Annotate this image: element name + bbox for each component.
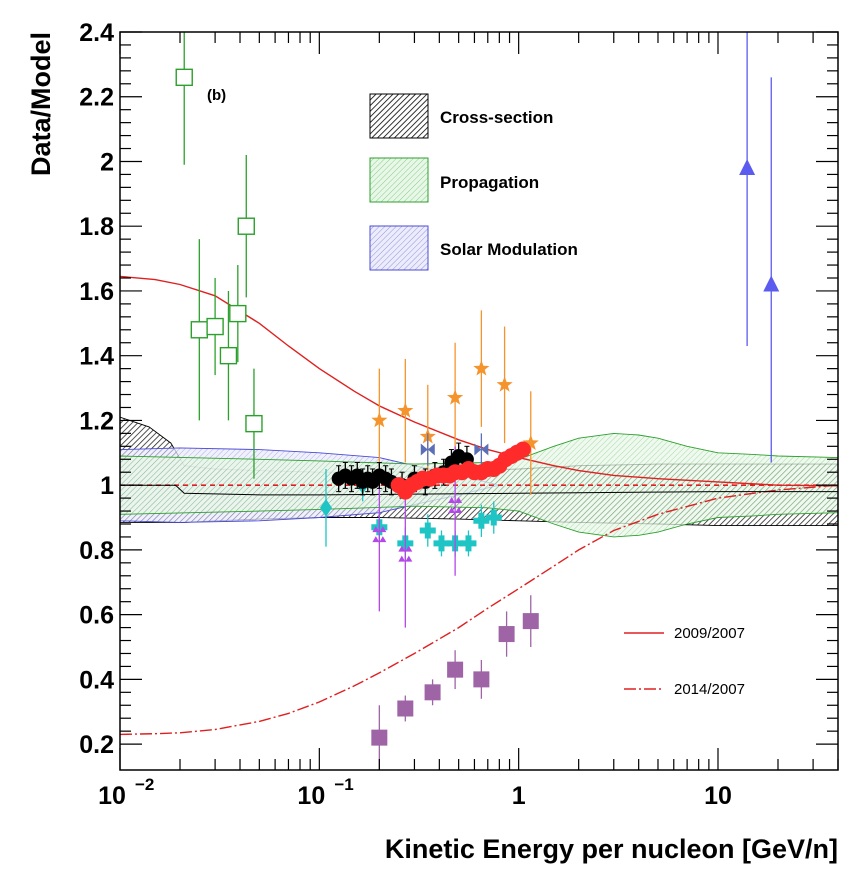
y-tick-label: 1.6 bbox=[79, 278, 114, 306]
y-tick-label: 1 bbox=[100, 472, 114, 500]
legend-swatch-cross-section bbox=[369, 93, 429, 139]
x-tick-label: 10 bbox=[297, 782, 325, 810]
y-tick-label: 2.4 bbox=[79, 19, 114, 47]
legend-swatch-solar-modulation bbox=[369, 225, 429, 271]
data-point bbox=[371, 411, 388, 428]
y-axis-title: Data/Model bbox=[26, 32, 56, 176]
line-legend: 2009/2007 2014/2007 bbox=[624, 625, 745, 698]
data-point bbox=[522, 434, 539, 450]
data-point bbox=[485, 509, 502, 526]
data-point bbox=[245, 414, 263, 433]
data-point bbox=[460, 535, 477, 552]
series-purple-squares bbox=[371, 595, 539, 770]
data-point bbox=[739, 158, 756, 175]
data-point bbox=[371, 729, 388, 746]
data-point bbox=[763, 275, 780, 292]
band-legend: Cross-section Propagation Solar Modulati… bbox=[369, 93, 578, 271]
curve-model-step bbox=[120, 484, 838, 496]
y-tick-label: 1.8 bbox=[79, 213, 114, 241]
series-red-filled-circles bbox=[390, 441, 531, 500]
data-point bbox=[372, 526, 387, 543]
legend-label-2014-2007: 2014/2007 bbox=[674, 681, 745, 698]
data-point bbox=[237, 217, 255, 235]
data-point bbox=[448, 497, 463, 514]
curve-2014-2007 bbox=[120, 484, 838, 736]
legend-swatch-propagation bbox=[369, 157, 429, 203]
data-point bbox=[498, 626, 515, 643]
x-axis-title: Kinetic Energy per nucleon [GeV/n] bbox=[385, 834, 838, 864]
data-point bbox=[219, 346, 238, 365]
data-point bbox=[398, 545, 413, 562]
legend-label-cross-section: Cross-section bbox=[440, 108, 553, 127]
data-point bbox=[473, 512, 490, 529]
data-point bbox=[496, 376, 513, 392]
data-point bbox=[319, 498, 332, 517]
data-point bbox=[424, 684, 441, 701]
axis-ticks bbox=[119, 31, 839, 770]
y-tick-label: 2.2 bbox=[79, 84, 114, 112]
x-tick-exponent: −2 bbox=[135, 775, 154, 794]
y-tick-label: 0.2 bbox=[79, 731, 114, 759]
data-point bbox=[473, 360, 490, 376]
panel-label: (b) bbox=[207, 87, 226, 104]
data-point bbox=[474, 443, 489, 456]
data-point bbox=[206, 317, 224, 336]
series-blue-triangles bbox=[739, 32, 780, 463]
x-tick-exponent: −1 bbox=[334, 775, 353, 794]
legend-label-2009-2007: 2009/2007 bbox=[674, 625, 745, 642]
y-tick-label: 2 bbox=[100, 148, 114, 176]
x-tick-label: 10 bbox=[98, 782, 126, 810]
data-point bbox=[433, 535, 450, 552]
legend-label-solar-modulation: Solar Modulation bbox=[440, 240, 578, 259]
x-tick-label: 1 bbox=[512, 782, 526, 810]
y-tick-label: 1.4 bbox=[79, 343, 114, 371]
curve-2009-2007 bbox=[120, 275, 838, 487]
legend-label-propagation: Propagation bbox=[440, 173, 539, 192]
data-point bbox=[447, 661, 464, 678]
plot-frame bbox=[119, 31, 839, 771]
data-point bbox=[190, 321, 209, 339]
series-open-squares-green bbox=[175, 32, 263, 479]
data-point bbox=[420, 443, 435, 456]
data-point bbox=[229, 304, 247, 323]
data-point bbox=[397, 700, 414, 717]
data-point bbox=[447, 389, 464, 405]
y-tick-label: 0.8 bbox=[79, 537, 114, 565]
data-point bbox=[473, 671, 490, 688]
data-point bbox=[397, 402, 414, 418]
axis-tick-labels: 0.2 0.4 0.6 0.8 1 1.2 1.4 1.6 1.8 2 2.2 2.4 10 −2 10 −1… bbox=[79, 19, 732, 810]
x-tick-label: 10 bbox=[704, 782, 732, 810]
series-slate-bowties bbox=[420, 433, 489, 466]
y-tick-label: 0.4 bbox=[79, 666, 114, 694]
data-point bbox=[522, 613, 539, 630]
line-layer bbox=[120, 275, 838, 736]
point-layer bbox=[175, 32, 780, 770]
y-tick-label: 0.6 bbox=[79, 602, 114, 630]
data-point bbox=[175, 68, 193, 87]
data-point bbox=[514, 441, 531, 458]
data-point bbox=[419, 522, 436, 539]
y-tick-label: 1.2 bbox=[79, 407, 114, 435]
